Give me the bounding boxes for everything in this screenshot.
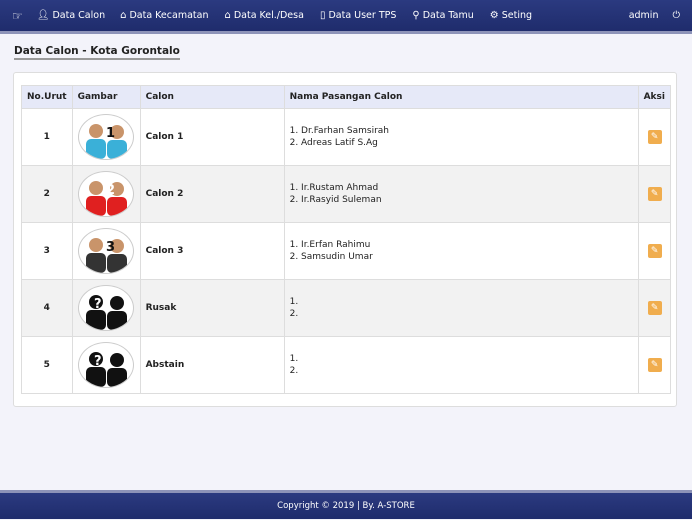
candidate-name: Calon 2 bbox=[139, 165, 285, 223]
table-row: 2 2 Calon 2 1. Ir.Rustam Ahmad 2. Ir.Rasy… bbox=[21, 165, 672, 223]
pair-names: 1. 2. bbox=[283, 279, 639, 337]
pair-name-2: 2. Adreas Latif S.Ag bbox=[289, 138, 378, 148]
row-image-cell: 3 bbox=[71, 222, 141, 280]
table-row: 3 3 Calon 3 1. Ir.Erfan Rahimu 2. Samsudi… bbox=[21, 222, 672, 280]
search-icon: ⚲ bbox=[412, 10, 420, 21]
row-number: 1 bbox=[21, 108, 73, 166]
pair-name-2: 2. Samsudin Umar bbox=[289, 252, 373, 262]
nav-seting[interactable]: ⚙ Seting bbox=[489, 10, 533, 21]
brand-hand-icon[interactable]: ☞ bbox=[12, 8, 23, 23]
action-cell: ✎ bbox=[637, 279, 672, 337]
pair-name-2: 2. bbox=[289, 309, 299, 319]
pair-names: 1. Ir.Erfan Rahimu 2. Samsudin Umar bbox=[283, 222, 639, 280]
action-cell: ✎ bbox=[637, 165, 672, 223]
nav-data-user-tps[interactable]: ▯ Data User TPS bbox=[319, 10, 397, 21]
col-aksi: Aksi bbox=[637, 85, 672, 109]
table-row: 4 ? Rusak 1. 2. ✎ bbox=[21, 279, 672, 337]
action-cell: ✎ bbox=[637, 108, 672, 166]
candidate-name: Abstain bbox=[139, 336, 285, 394]
row-image-cell: 1 bbox=[71, 108, 141, 166]
home-icon: ⌂ bbox=[120, 10, 127, 21]
row-image-cell: 2 bbox=[71, 165, 141, 223]
edit-button[interactable]: ✎ bbox=[647, 130, 662, 144]
table-row: 5 ? Abstain 1. 2. ✎ bbox=[21, 336, 672, 394]
user-menu[interactable]: admin bbox=[628, 10, 659, 21]
power-icon[interactable]: ⏻ bbox=[672, 10, 680, 21]
candidates-table: No.Urut Gambar Calon Nama Pasangan Calon… bbox=[21, 85, 672, 394]
row-image-cell: ? bbox=[71, 279, 141, 337]
table-row: 1 1 Calon 1 1. Dr.Farhan Samsirah 2. Adre… bbox=[21, 108, 672, 166]
pair-name-2: 2. Ir.Rasyid Suleman bbox=[289, 195, 382, 205]
pair-names: 1. Ir.Rustam Ahmad 2. Ir.Rasyid Suleman bbox=[283, 165, 639, 223]
col-gambar: Gambar bbox=[71, 85, 141, 109]
user-icon: 👤︎ bbox=[36, 10, 50, 21]
candidate-name: Calon 1 bbox=[139, 108, 285, 166]
pair-name-1: 1. bbox=[289, 354, 299, 364]
candidate-photo: 1 bbox=[77, 114, 134, 160]
row-number: 4 bbox=[21, 279, 73, 337]
svg-text:1: 1 bbox=[106, 126, 115, 141]
phone-icon: ▯ bbox=[319, 10, 326, 21]
candidate-photo: ? bbox=[77, 285, 134, 331]
page-title: Data Calon - Kota Gorontalo bbox=[14, 45, 180, 60]
row-number: 2 bbox=[21, 165, 73, 223]
candidate-photo: 3 bbox=[77, 228, 134, 274]
svg-text:?: ? bbox=[94, 297, 102, 312]
pair-names: 1. Dr.Farhan Samsirah 2. Adreas Latif S.A… bbox=[283, 108, 639, 166]
nav-data-kel-desa[interactable]: ⌂ Data Kel./Desa bbox=[224, 10, 304, 21]
footer: Copyright © 2019 | By. A-STORE bbox=[0, 490, 692, 519]
edit-button[interactable]: ✎ bbox=[647, 358, 662, 372]
col-calon: Calon bbox=[139, 85, 285, 109]
col-pasangan: Nama Pasangan Calon bbox=[283, 85, 639, 109]
svg-text:2: 2 bbox=[106, 183, 115, 198]
action-cell: ✎ bbox=[637, 222, 672, 280]
row-image-cell: ? bbox=[71, 336, 141, 394]
edit-button[interactable]: ✎ bbox=[647, 244, 662, 258]
svg-text:?: ? bbox=[94, 354, 102, 369]
content-panel: No.Urut Gambar Calon Nama Pasangan Calon… bbox=[13, 72, 677, 407]
action-cell: ✎ bbox=[637, 336, 672, 394]
row-number: 3 bbox=[21, 222, 73, 280]
col-no: No.Urut bbox=[21, 85, 73, 109]
edit-icon: ✎ bbox=[650, 132, 659, 142]
pair-name-1: 1. bbox=[289, 297, 299, 307]
candidate-name: Rusak bbox=[139, 279, 285, 337]
candidate-photo: 2 bbox=[77, 171, 134, 217]
edit-icon: ✎ bbox=[650, 189, 659, 199]
edit-icon: ✎ bbox=[650, 303, 659, 313]
edit-icon: ✎ bbox=[650, 360, 659, 370]
svg-text:3: 3 bbox=[106, 240, 115, 255]
candidate-photo: ? bbox=[77, 342, 134, 388]
gear-icon: ⚙ bbox=[489, 10, 499, 21]
home-icon: ⌂ bbox=[224, 10, 231, 21]
edit-button[interactable]: ✎ bbox=[647, 187, 662, 201]
pair-name-2: 2. bbox=[289, 366, 299, 376]
nav-data-calon[interactable]: 👤︎ Data Calon bbox=[36, 10, 106, 21]
row-number: 5 bbox=[21, 336, 73, 394]
candidate-name: Calon 3 bbox=[139, 222, 285, 280]
nav-data-kecamatan[interactable]: ⌂ Data Kecamatan bbox=[120, 10, 209, 21]
navbar: ☞ 👤︎ Data Calon ⌂ Data Kecamatan ⌂ Data Kel… bbox=[0, 0, 692, 34]
edit-icon: ✎ bbox=[650, 246, 659, 256]
nav-data-tamu[interactable]: ⚲ Data Tamu bbox=[412, 10, 474, 21]
pair-name-1: 1. Dr.Farhan Samsirah bbox=[289, 126, 390, 136]
pair-name-1: 1. Ir.Rustam Ahmad bbox=[289, 183, 379, 193]
pair-name-1: 1. Ir.Erfan Rahimu bbox=[289, 240, 371, 250]
pair-names: 1. 2. bbox=[283, 336, 639, 394]
edit-button[interactable]: ✎ bbox=[647, 301, 662, 315]
